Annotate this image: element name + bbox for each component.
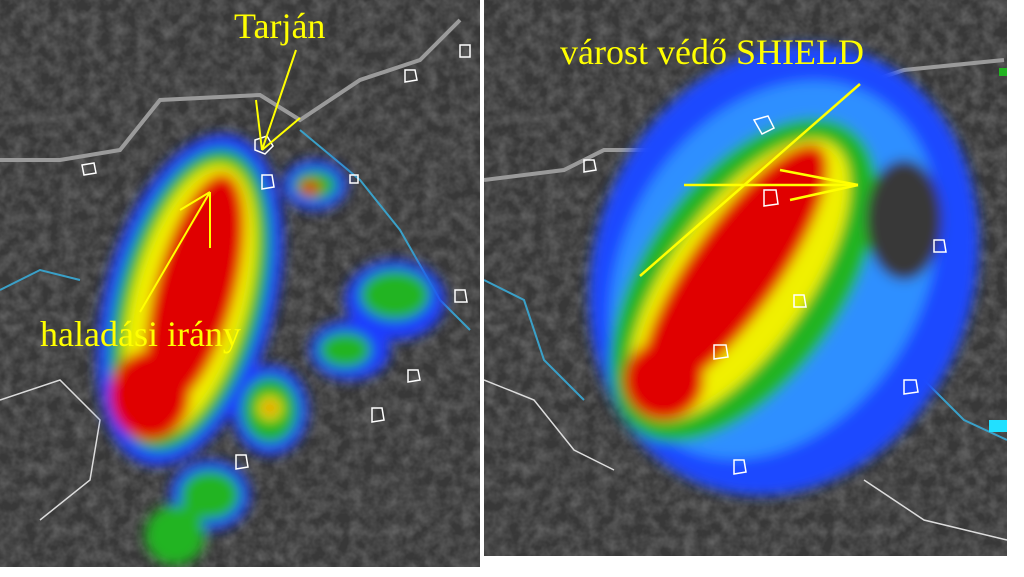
arrow-shield-icon	[639, 83, 861, 277]
radar-map-right: várost védő SHIELD	[484, 0, 1007, 556]
label-direction: haladási irány	[40, 314, 241, 354]
arrow-direction-icon	[139, 191, 211, 313]
radar-map-left: Tarján haladási irány	[0, 0, 480, 567]
label-shield: várost védő SHIELD	[560, 32, 864, 72]
radar-echo-layer-right	[484, 0, 1007, 556]
label-tarjan: Tarján	[234, 6, 326, 46]
arrow-to-tarjan-icon	[255, 49, 301, 151]
radar-echo-layer	[0, 0, 480, 567]
